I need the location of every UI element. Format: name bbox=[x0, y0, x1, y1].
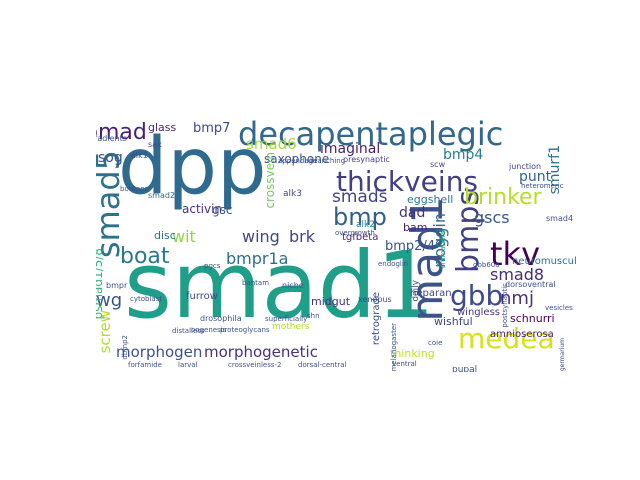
cloud-word: bmpr bbox=[106, 281, 128, 290]
cloud-word: morphogen bbox=[116, 343, 203, 361]
cloud-word: wingless bbox=[457, 307, 500, 318]
cloud-word: superficially bbox=[265, 315, 308, 323]
cloud-word: wit bbox=[172, 227, 196, 246]
cloud-word: heteromeric bbox=[521, 182, 564, 190]
cloud-word: boat bbox=[120, 244, 170, 269]
cloud-word: forfamide bbox=[128, 361, 162, 369]
cloud-word: gsc bbox=[212, 203, 233, 217]
cloud-word: wg bbox=[96, 290, 123, 311]
cloud-word: bam bbox=[403, 221, 428, 234]
cloud-word: alk3 bbox=[283, 189, 302, 199]
cloud-word: medea bbox=[458, 322, 555, 355]
cloud-word: furrow bbox=[186, 291, 218, 302]
cloud-word: decapentaplegic bbox=[238, 115, 504, 153]
cloud-word: thickveins bbox=[336, 165, 479, 198]
cloud-word: dbmp2 bbox=[121, 335, 129, 360]
cloud-word: oogenesis bbox=[191, 326, 227, 334]
cloud-word: eggshell bbox=[407, 193, 454, 206]
cloud-word: wishful bbox=[434, 315, 473, 328]
cloud-word: brk bbox=[289, 227, 315, 246]
cloud-word: crossvein bbox=[263, 152, 277, 209]
cloud-word: smad4 bbox=[546, 214, 574, 223]
cloud-word: overgrowth bbox=[335, 229, 375, 237]
cloud-word: bmp2/4 bbox=[385, 239, 436, 254]
cloud-word: postsynaptic bbox=[501, 283, 509, 328]
cloud-word: germarium bbox=[559, 338, 566, 372]
cloud-word: smads bbox=[332, 187, 388, 207]
cloud-word: larval bbox=[178, 361, 198, 369]
cloud-word: xenopus bbox=[358, 295, 392, 304]
cloud-word: midgut bbox=[311, 295, 351, 308]
cloud-word: ventral bbox=[392, 360, 417, 368]
cloud-word: sog bbox=[98, 150, 123, 166]
cloud-word: heparan bbox=[410, 288, 452, 299]
cloud-word: psmad1/5/8 bbox=[96, 248, 105, 320]
cloud-word: crossveinless-2 bbox=[228, 361, 282, 369]
cloud-word: smad6 bbox=[246, 135, 297, 153]
cloud-word: saxophone bbox=[264, 152, 330, 166]
cloud-word: smad8 bbox=[490, 265, 545, 284]
cloud-word: tkv bbox=[490, 235, 541, 273]
cloud-word: thinking bbox=[390, 347, 435, 360]
cloud-word: pmad bbox=[96, 120, 147, 145]
cloud-word: smad2 bbox=[148, 191, 176, 200]
cloud-word: dorsal-central bbox=[298, 361, 347, 369]
cloud-word: junction bbox=[509, 162, 542, 171]
cloud-word: ommatidial bbox=[439, 229, 447, 269]
cloud-word: activin bbox=[182, 202, 223, 216]
cloud-word: disc bbox=[154, 229, 176, 242]
cloud-word: wing bbox=[242, 227, 280, 246]
cloud-word: daily bbox=[411, 280, 421, 302]
cloud-word: vesicles bbox=[545, 304, 573, 312]
cloud-word: boutons bbox=[120, 185, 149, 193]
cloud-word: dpp bbox=[118, 122, 267, 212]
cloud-word: sax bbox=[148, 140, 162, 149]
cloud-word: bantam bbox=[242, 279, 270, 287]
cloud-word: smad5 bbox=[96, 150, 127, 259]
cloud-word: imaginal bbox=[320, 141, 381, 157]
cloud-word: appendage bbox=[278, 157, 318, 165]
cloud-word: niche bbox=[282, 281, 304, 290]
cloud-word: distalless bbox=[172, 327, 205, 335]
cloud-word: bmp bbox=[333, 203, 387, 231]
cloud-word: tgfbeta bbox=[342, 232, 379, 243]
cloud-word: gradients bbox=[96, 134, 127, 143]
cloud-word: schnurri bbox=[510, 312, 555, 325]
cloud-word: bmp7 bbox=[193, 121, 231, 136]
cloud-word: punt bbox=[519, 169, 552, 185]
cloud-word: bmp4 bbox=[443, 147, 484, 163]
cloud-word: smad1 bbox=[124, 232, 435, 339]
cloud-word: proteoglycans bbox=[220, 326, 270, 334]
cloud-word: dad bbox=[399, 205, 426, 221]
cloud-word: shn bbox=[307, 312, 320, 320]
cloud-word: morphogenetic bbox=[204, 343, 318, 361]
cloud-word: coie bbox=[428, 339, 443, 347]
cloud-word: amnioserosa bbox=[490, 329, 554, 340]
word-cloud: smad1 dpp decapentaplegic thickveins smad5 ma… bbox=[96, 110, 576, 372]
cloud-word: brinker bbox=[464, 185, 542, 210]
cloud-word: drosophila bbox=[200, 314, 242, 323]
cloud-word: mothers bbox=[272, 322, 310, 332]
cloud-word: alk2 bbox=[356, 220, 375, 230]
cloud-word: endoglin bbox=[378, 260, 409, 268]
cloud-word: bmpr1a bbox=[226, 249, 289, 268]
cloud-word: branching bbox=[310, 157, 346, 165]
cloud-word: glass bbox=[148, 121, 177, 134]
cloud-word: nmj bbox=[500, 288, 534, 309]
cloud-word: gscs bbox=[474, 208, 510, 227]
cloud-word: alk1 bbox=[131, 151, 148, 160]
cloud-word: pupal bbox=[452, 365, 478, 373]
cloud-word: presynaptic bbox=[343, 155, 390, 164]
cloud-word: scw bbox=[430, 160, 446, 169]
cloud-word: dorsoventral bbox=[505, 280, 556, 289]
cloud-word: cytoblast bbox=[130, 295, 163, 303]
cloud-word: neuromuscular bbox=[512, 256, 576, 267]
cloud-word: gbb bbox=[450, 279, 504, 312]
cloud-word: gbb60a bbox=[473, 261, 500, 269]
cloud-word: pgcs bbox=[204, 262, 221, 270]
